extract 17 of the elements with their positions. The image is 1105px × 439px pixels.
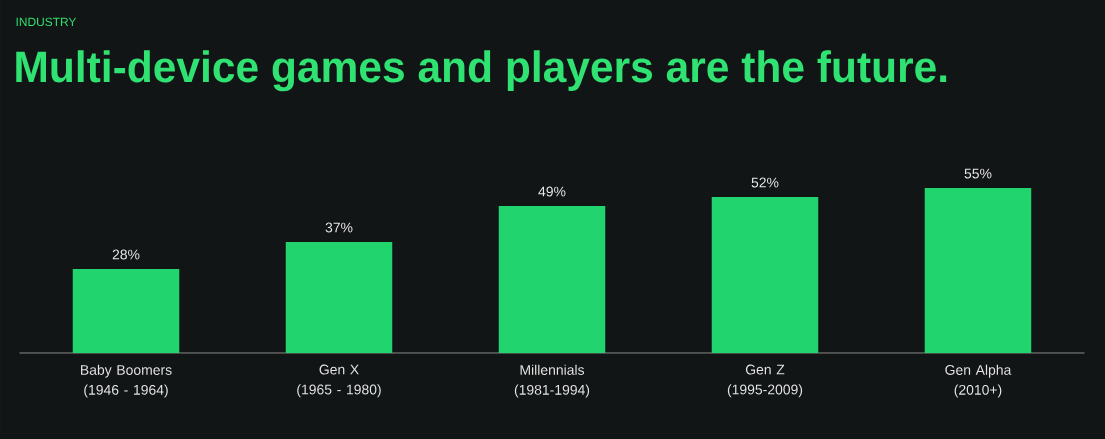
bar [285, 241, 393, 353]
bar [498, 205, 606, 353]
chart-title: Multi-device games and players are the future. [16, 50, 947, 92]
bar [72, 268, 180, 353]
x-tick-label: Gen Z (1995-2009) [727, 364, 803, 398]
data-label: 49% [538, 186, 566, 197]
x-tick-label: Millennials (1981-1994) [514, 364, 590, 398]
bar [924, 187, 1032, 353]
data-label: 55% [964, 168, 992, 179]
data-label: 52% [751, 177, 779, 188]
x-tick-label: Gen X (1965 - 1980) [297, 364, 381, 398]
chart-subtitle: INDUSTRY [16, 17, 77, 27]
x-tick-label: Baby Boomers (1946 - 1964) [81, 364, 172, 398]
data-label: 37% [325, 222, 353, 233]
bar [711, 196, 819, 353]
data-label: 28% [112, 249, 140, 260]
x-tick-label: Gen Alpha (2010+) [945, 364, 1012, 398]
